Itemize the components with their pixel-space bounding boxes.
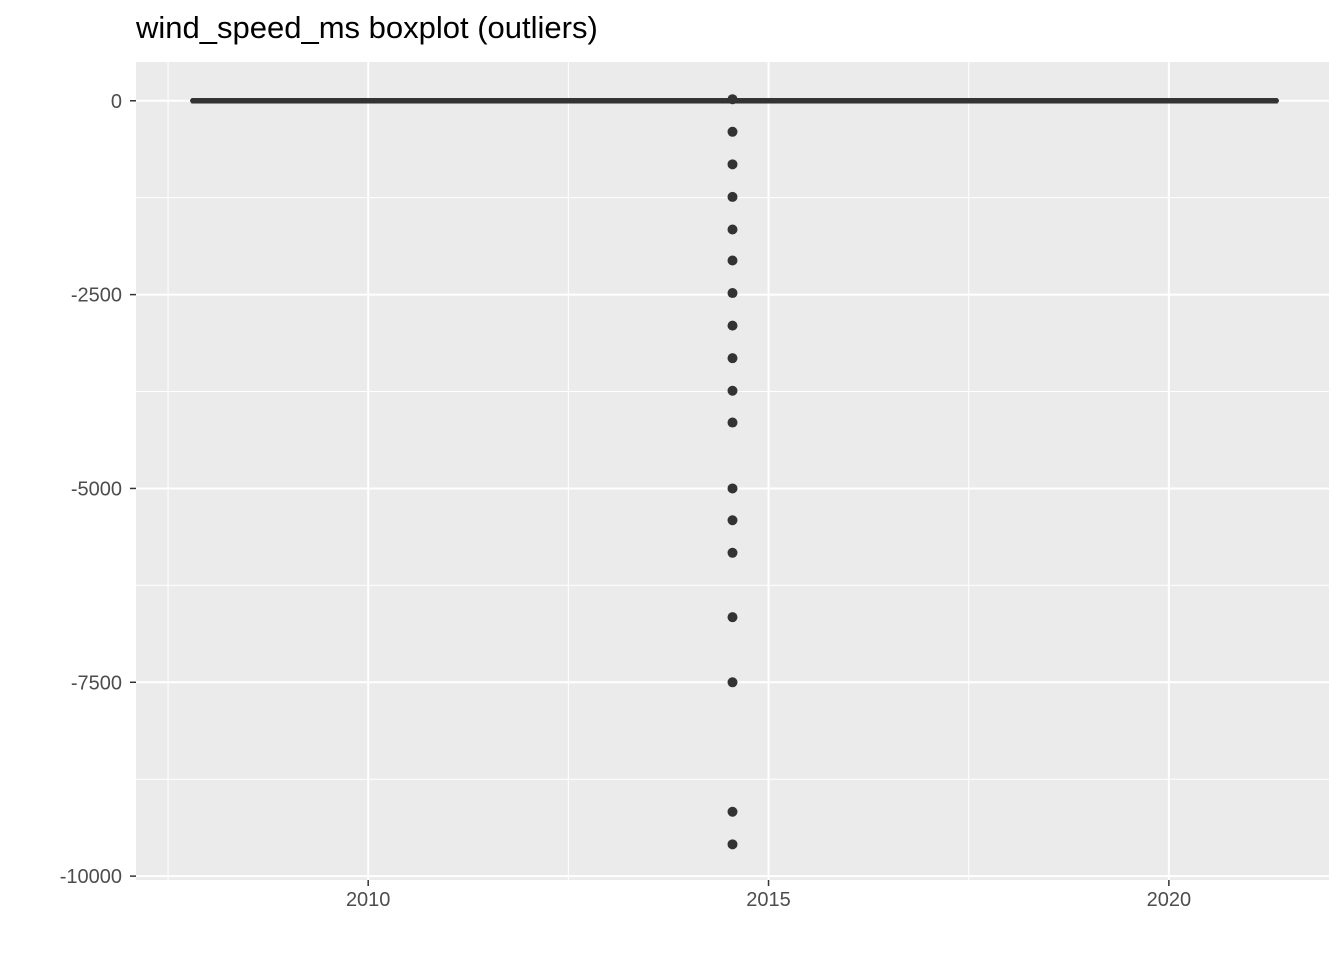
axis-tick-labels: 2010 2015 2020 0 -2500 -5000 -7500 -10000	[60, 91, 1191, 911]
outlier-point	[727, 806, 738, 817]
outlier-point	[727, 677, 738, 688]
outlier-point	[727, 612, 738, 623]
outlier-point	[727, 159, 738, 170]
y-tick-label: 0	[111, 91, 122, 113]
y-tick-label: -10000	[60, 866, 122, 888]
outlier-point	[727, 126, 738, 137]
x-tick-label: 2010	[346, 889, 391, 911]
outlier-point	[727, 547, 738, 558]
plot-panel	[136, 62, 1329, 880]
y-tick-label: -5000	[71, 478, 122, 500]
outlier-point	[727, 191, 738, 202]
axis-ticks	[130, 100, 1170, 886]
outlier-point	[727, 353, 738, 364]
x-tick-label: 2020	[1147, 889, 1192, 911]
outlier-point	[727, 483, 738, 494]
chart-marks	[190, 94, 1279, 850]
outlier-point	[727, 385, 738, 396]
chart-title: wind_speed_ms boxplot (outliers)	[136, 10, 598, 45]
x-tick-label: 2015	[746, 889, 791, 911]
outlier-point	[727, 94, 738, 105]
y-tick-label: -2500	[71, 285, 122, 307]
outlier-point	[727, 288, 738, 299]
outlier-point	[727, 320, 738, 331]
outlier-point	[727, 417, 738, 428]
outlier-point	[727, 255, 738, 266]
outlier-point	[727, 224, 738, 235]
outlier-point	[727, 515, 738, 526]
y-tick-label: -7500	[71, 672, 122, 694]
outlier-point	[727, 839, 738, 850]
